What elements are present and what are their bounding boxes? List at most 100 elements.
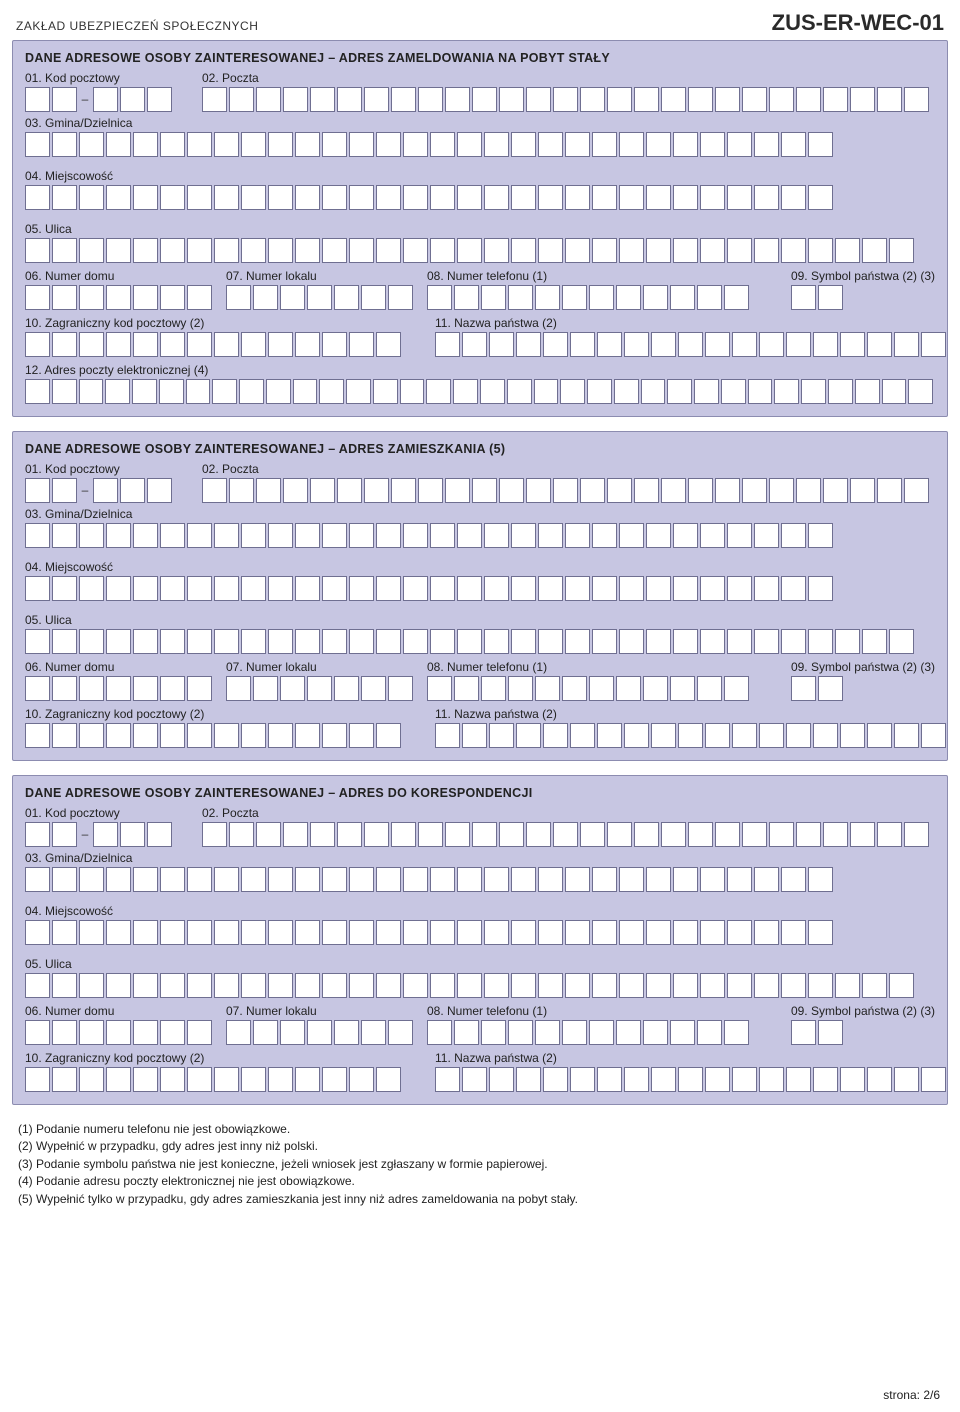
char-cell[interactable] — [904, 478, 929, 503]
char-cell[interactable] — [472, 87, 497, 112]
char-cell[interactable] — [619, 238, 644, 263]
char-cell[interactable] — [337, 87, 362, 112]
char-cell[interactable] — [349, 332, 374, 357]
char-cell[interactable] — [769, 87, 794, 112]
char-cell[interactable] — [52, 478, 77, 503]
char-cell[interactable] — [334, 676, 359, 701]
char-cell[interactable] — [52, 185, 77, 210]
char-cell[interactable] — [786, 1067, 811, 1092]
char-cell[interactable] — [214, 238, 239, 263]
char-cell[interactable] — [526, 478, 551, 503]
char-cell[interactable] — [120, 822, 145, 847]
char-cell[interactable] — [543, 723, 568, 748]
char-cell[interactable] — [813, 723, 838, 748]
char-cell[interactable] — [106, 973, 131, 998]
char-cell[interactable] — [376, 920, 401, 945]
char-cell[interactable] — [823, 87, 848, 112]
char-cell[interactable] — [694, 379, 719, 404]
char-cell[interactable] — [724, 676, 749, 701]
char-cell[interactable] — [646, 523, 671, 548]
char-cell[interactable] — [133, 332, 158, 357]
char-cell[interactable] — [52, 920, 77, 945]
char-cell[interactable] — [25, 379, 50, 404]
char-cell[interactable] — [614, 379, 639, 404]
char-cell[interactable] — [295, 920, 320, 945]
char-cell[interactable] — [427, 676, 452, 701]
char-cell[interactable] — [592, 185, 617, 210]
char-cell[interactable] — [187, 629, 212, 654]
char-cell[interactable] — [241, 332, 266, 357]
char-cell[interactable] — [214, 132, 239, 157]
char-cell[interactable] — [214, 723, 239, 748]
char-cell[interactable] — [214, 332, 239, 357]
char-cell[interactable] — [796, 822, 821, 847]
char-cell[interactable] — [535, 285, 560, 310]
char-cell[interactable] — [147, 822, 172, 847]
char-cell[interactable] — [241, 723, 266, 748]
char-cell[interactable] — [160, 629, 185, 654]
char-cell[interactable] — [840, 1067, 865, 1092]
char-cell[interactable] — [489, 1067, 514, 1092]
char-cell[interactable] — [705, 332, 730, 357]
char-cell[interactable] — [538, 576, 563, 601]
char-cell[interactable] — [403, 629, 428, 654]
char-cell[interactable] — [457, 973, 482, 998]
char-cell[interactable] — [565, 576, 590, 601]
char-cell[interactable] — [894, 723, 919, 748]
char-cell[interactable] — [592, 867, 617, 892]
char-cell[interactable] — [835, 238, 860, 263]
char-cell[interactable] — [52, 87, 77, 112]
char-cell[interactable] — [376, 973, 401, 998]
char-cell[interactable] — [592, 523, 617, 548]
char-cell[interactable] — [697, 285, 722, 310]
char-cell[interactable] — [310, 478, 335, 503]
char-cell[interactable] — [147, 478, 172, 503]
char-cell[interactable] — [754, 238, 779, 263]
char-cell[interactable] — [724, 1020, 749, 1045]
char-cell[interactable] — [808, 973, 833, 998]
char-cell[interactable] — [106, 723, 131, 748]
char-cell[interactable] — [754, 920, 779, 945]
char-cell[interactable] — [754, 185, 779, 210]
char-cell[interactable] — [715, 478, 740, 503]
char-cell[interactable] — [25, 87, 50, 112]
char-cell[interactable] — [508, 285, 533, 310]
char-cell[interactable] — [489, 332, 514, 357]
char-cell[interactable] — [418, 822, 443, 847]
char-cell[interactable] — [538, 185, 563, 210]
char-cell[interactable] — [133, 723, 158, 748]
char-cell[interactable] — [253, 1020, 278, 1045]
char-cell[interactable] — [643, 676, 668, 701]
char-cell[interactable] — [376, 132, 401, 157]
char-cell[interactable] — [562, 285, 587, 310]
char-cell[interactable] — [160, 867, 185, 892]
char-cell[interactable] — [624, 332, 649, 357]
char-cell[interactable] — [511, 867, 536, 892]
char-cell[interactable] — [364, 822, 389, 847]
char-cell[interactable] — [25, 332, 50, 357]
char-cell[interactable] — [403, 238, 428, 263]
char-cell[interactable] — [801, 379, 826, 404]
char-cell[interactable] — [79, 523, 104, 548]
char-cell[interactable] — [187, 132, 212, 157]
char-cell[interactable] — [673, 973, 698, 998]
char-cell[interactable] — [133, 1020, 158, 1045]
char-cell[interactable] — [781, 629, 806, 654]
char-cell[interactable] — [403, 920, 428, 945]
char-cell[interactable] — [106, 523, 131, 548]
char-cell[interactable] — [187, 332, 212, 357]
char-cell[interactable] — [840, 332, 865, 357]
char-cell[interactable] — [334, 285, 359, 310]
char-cell[interactable] — [769, 822, 794, 847]
char-cell[interactable] — [742, 87, 767, 112]
char-cell[interactable] — [187, 676, 212, 701]
char-cell[interactable] — [364, 87, 389, 112]
char-cell[interactable] — [160, 576, 185, 601]
char-cell[interactable] — [651, 332, 676, 357]
char-cell[interactable] — [646, 973, 671, 998]
char-cell[interactable] — [214, 523, 239, 548]
char-cell[interactable] — [435, 332, 460, 357]
char-cell[interactable] — [295, 238, 320, 263]
char-cell[interactable] — [307, 676, 332, 701]
char-cell[interactable] — [855, 379, 880, 404]
